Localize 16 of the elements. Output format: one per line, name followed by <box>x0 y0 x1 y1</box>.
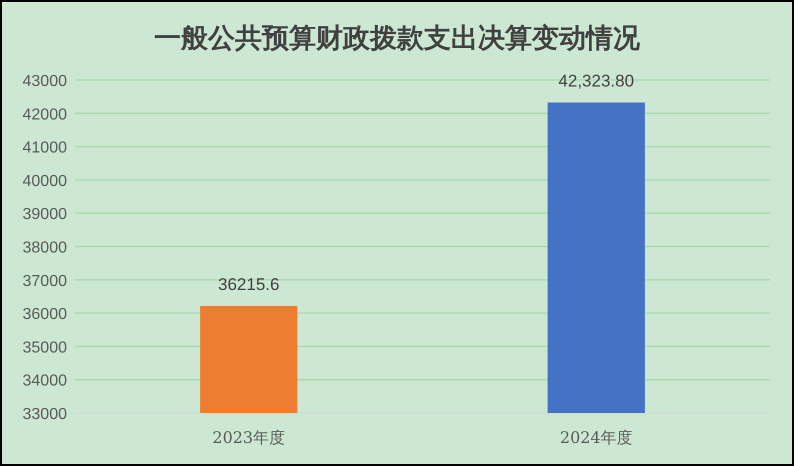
x-tick-label: 2024年度 <box>560 428 633 447</box>
y-tick-label: 41000 <box>22 140 68 157</box>
chart-title: 一般公共预算财政拨款支出决算变动情况 <box>154 23 641 54</box>
y-tick-label: 42000 <box>22 106 68 124</box>
y-tick-label: 33000 <box>22 406 68 423</box>
data-label: 36215.6 <box>218 274 280 294</box>
y-tick-label: 35000 <box>22 339 68 356</box>
y-tick-label: 36000 <box>22 306 68 324</box>
y-tick-label: 34000 <box>22 372 68 390</box>
x-tick-label: 2023年度 <box>212 428 286 447</box>
data-label: 42,323.80 <box>558 72 634 91</box>
y-tick-label: 43000 <box>22 73 68 90</box>
y-tick-label: 38000 <box>22 240 68 256</box>
y-tick-label: 40000 <box>22 172 68 190</box>
y-tick-label: 39000 <box>22 206 68 224</box>
y-tick-label: 37000 <box>22 272 68 290</box>
